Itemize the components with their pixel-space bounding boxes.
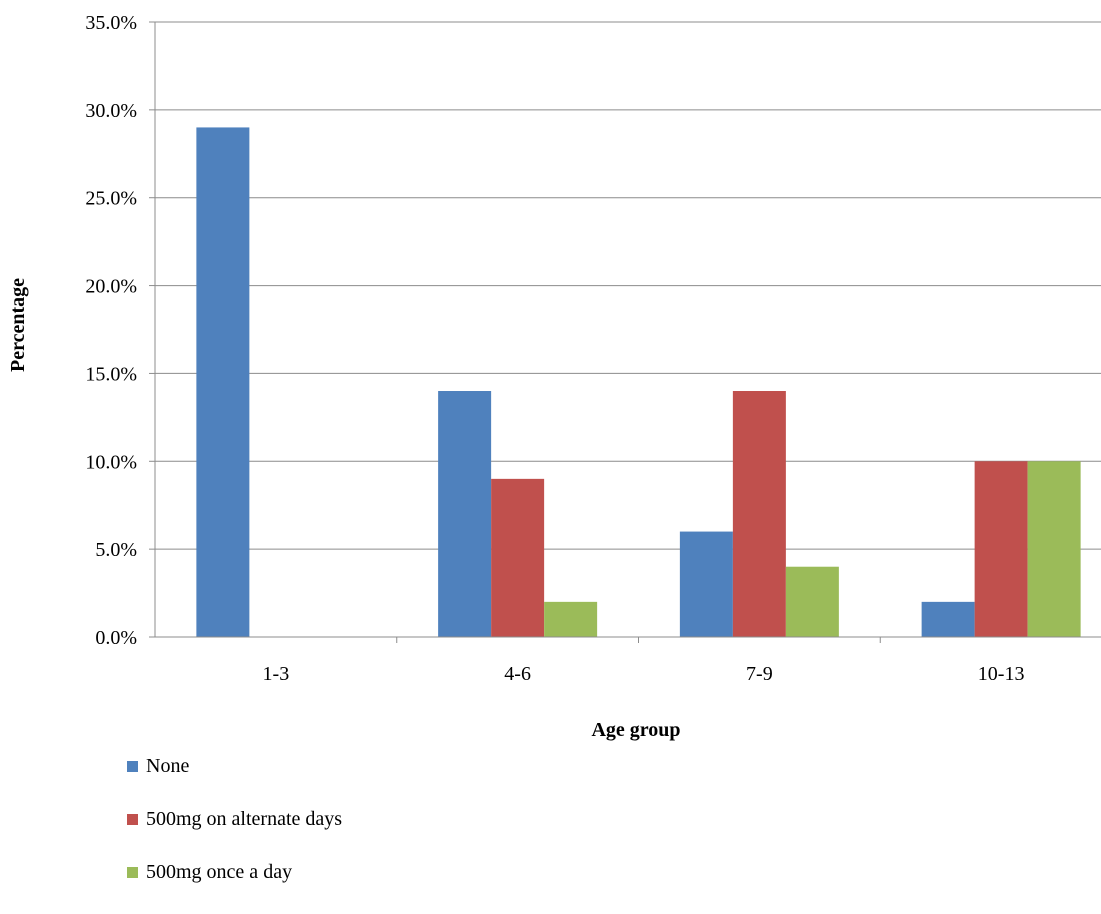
axes (149, 21, 1101, 643)
y-tick-label: 35.0% (85, 12, 137, 34)
bar-500mg-on-alternate-days-10-13 (974, 461, 1028, 637)
y-tick-label: 30.0% (85, 100, 137, 122)
y-tick-label: 5.0% (95, 539, 137, 561)
bar-500mg-once-a-day-7-9 (785, 566, 839, 637)
gridlines (155, 21, 1101, 550)
legend-swatch (127, 814, 138, 825)
bar-500mg-on-alternate-days-7-9 (732, 391, 786, 637)
chart-svg: 0.0% 5.0% 10.0% 15.0% 20.0% 25.0% 30.0% 35.0% 1-… (7, 12, 1101, 741)
bar-none-10-13 (921, 601, 975, 637)
x-tick-label: 4-6 (504, 663, 531, 685)
bar-500mg-on-alternate-days-4-6 (491, 478, 545, 637)
y-tick-label: 0.0% (95, 627, 137, 649)
y-tick-label: 25.0% (85, 188, 137, 210)
y-tick-label: 10.0% (85, 451, 137, 473)
tick-labels: 0.0% 5.0% 10.0% 15.0% 20.0% 25.0% 30.0% 35.0% 1-… (85, 12, 1024, 685)
x-tick-label: 1-3 (263, 663, 290, 685)
legend-label: 500mg once a day (146, 861, 293, 883)
y-axis-title: Percentage (7, 278, 29, 372)
legend-label: 500mg on alternate days (146, 808, 343, 830)
legend-item: 500mg on alternate days (127, 808, 627, 830)
bar-none-4-6 (438, 391, 492, 637)
legend-label: None (146, 755, 190, 777)
y-tick-label: 15.0% (85, 363, 137, 385)
bar-none-1-3 (196, 127, 250, 637)
legend-item: None (127, 755, 627, 777)
bars (196, 127, 1081, 637)
x-tick-label: 7-9 (746, 663, 773, 685)
legend: None 500mg on alternate days 500mg once a … (127, 755, 627, 914)
legend-swatch (127, 867, 138, 878)
bar-500mg-once-a-day-10-13 (1027, 461, 1081, 637)
x-tick-label: 10-13 (978, 663, 1025, 685)
y-tick-label: 20.0% (85, 276, 137, 298)
bar-500mg-once-a-day-4-6 (544, 601, 598, 637)
x-axis-title: Age group (591, 719, 680, 741)
bar-none-7-9 (679, 531, 733, 637)
legend-item: 500mg once a day (127, 861, 627, 883)
legend-swatch (127, 761, 138, 772)
